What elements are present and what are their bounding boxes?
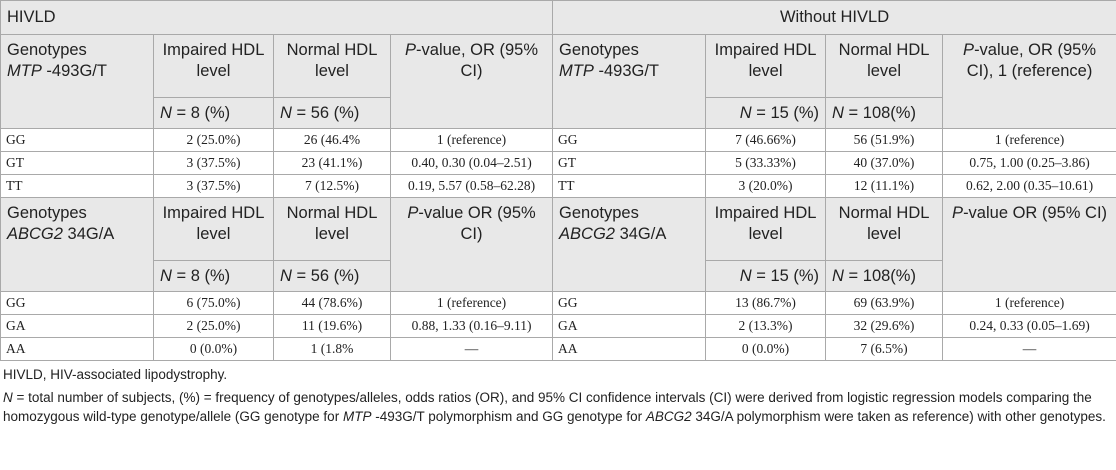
pvalue-cell: 0.88, 1.33 (0.16–9.11) xyxy=(389,314,554,338)
abbreviation-note: HIVLD, HIV-associated lipodystrophy. xyxy=(3,367,228,382)
normal-hdl-header: Normal HDL level xyxy=(273,197,391,261)
normal-cell: 23 (41.1%) xyxy=(273,151,391,175)
genotype-cell: GT xyxy=(552,151,707,175)
normal-cell: 7 (6.5%) xyxy=(825,337,944,361)
n-normal-header: N = 108(%) xyxy=(825,260,944,292)
group-header-hivld: HIVLD xyxy=(0,0,554,35)
normal-hdl-header: Normal HDL level xyxy=(273,34,391,98)
pvalue-cell: — xyxy=(389,337,554,361)
impaired-cell: 3 (20.0%) xyxy=(705,174,827,198)
pvalue-header: P-value, OR (95% CI) xyxy=(389,34,554,129)
pvalue-cell: 0.24, 0.33 (0.05–1.69) xyxy=(942,314,1116,338)
genotype-header: Genotypes ABCG2 34G/A xyxy=(552,197,707,292)
pvalue-cell: 0.40, 0.30 (0.04–2.51) xyxy=(389,151,554,175)
pvalue-cell: 1 (reference) xyxy=(942,291,1116,315)
normal-cell: 26 (46.4% xyxy=(273,128,391,152)
impaired-cell: 7 (46.66%) xyxy=(705,128,827,152)
impaired-cell: 6 (75.0%) xyxy=(153,291,274,315)
n-impaired-header: N = 15 (%) xyxy=(705,260,827,292)
normal-hdl-header: Normal HDL level xyxy=(825,197,944,261)
table-row: GG 6 (75.0%) 44 (78.6%) 1 (reference) GG… xyxy=(0,291,1116,315)
table-row: AA 0 (0.0%) 1 (1.8% — AA 0 (0.0%) 7 (6.5… xyxy=(0,337,1116,361)
pvalue-cell: 0.19, 5.57 (0.58–62.28) xyxy=(389,174,554,198)
pvalue-cell: 1 (reference) xyxy=(389,128,554,152)
normal-cell: 44 (78.6%) xyxy=(273,291,391,315)
normal-hdl-header: Normal HDL level xyxy=(825,34,944,98)
genotype-header: Genotypes MTP -493G/T xyxy=(552,34,707,129)
genotype-header: Genotypes MTP -493G/T xyxy=(0,34,154,129)
genotype-cell: TT xyxy=(552,174,707,198)
impaired-hdl-header: Impaired HDL level xyxy=(153,197,274,261)
n-normal-header: N = 56 (%) xyxy=(273,260,391,292)
normal-cell: 7 (12.5%) xyxy=(273,174,391,198)
normal-cell: 12 (11.1%) xyxy=(825,174,944,198)
impaired-cell: 3 (37.5%) xyxy=(153,174,274,198)
impaired-cell: 0 (0.0%) xyxy=(153,337,274,361)
pvalue-cell: — xyxy=(942,337,1116,361)
normal-cell: 56 (51.9%) xyxy=(825,128,944,152)
pvalue-cell: 1 (reference) xyxy=(389,291,554,315)
normal-cell: 1 (1.8% xyxy=(273,337,391,361)
normal-cell: 32 (29.6%) xyxy=(825,314,944,338)
n-impaired-header: N = 8 (%) xyxy=(153,260,274,292)
impaired-cell: 13 (86.7%) xyxy=(705,291,827,315)
impaired-cell: 2 (13.3%) xyxy=(705,314,827,338)
impaired-hdl-header: Impaired HDL level xyxy=(705,197,827,261)
impaired-cell: 0 (0.0%) xyxy=(705,337,827,361)
pvalue-header: P-value, OR (95% CI), 1 (reference) xyxy=(942,34,1116,129)
table-footnote: HIVLD, HIV-associated lipodystrophy. N =… xyxy=(0,361,1116,426)
impaired-hdl-header: Impaired HDL level xyxy=(153,34,274,98)
genotype-table: HIVLD Without HIVLD Genotypes MTP -493G/T… xyxy=(0,0,1116,361)
genotype-cell: GA xyxy=(0,314,154,338)
n-impaired-header: N = 8 (%) xyxy=(153,97,274,129)
pvalue-header: P-value OR (95% CI) xyxy=(389,197,554,292)
pvalue-cell: 0.75, 1.00 (0.25–3.86) xyxy=(942,151,1116,175)
table-row: GG 2 (25.0%) 26 (46.4% 1 (reference) GG … xyxy=(0,128,1116,152)
n-normal-header: N = 56 (%) xyxy=(273,97,391,129)
pvalue-cell: 1 (reference) xyxy=(942,128,1116,152)
genotype-cell: GT xyxy=(0,151,154,175)
normal-cell: 11 (19.6%) xyxy=(273,314,391,338)
n-normal-header: N = 108(%) xyxy=(825,97,944,129)
pvalue-cell: 0.62, 2.00 (0.35–10.61) xyxy=(942,174,1116,198)
table-row: TT 3 (37.5%) 7 (12.5%) 0.19, 5.57 (0.58–… xyxy=(0,174,1116,198)
normal-cell: 40 (37.0%) xyxy=(825,151,944,175)
genotype-cell: TT xyxy=(0,174,154,198)
genotype-cell: GG xyxy=(552,291,707,315)
n-impaired-header: N = 15 (%) xyxy=(705,97,827,129)
genotype-cell: AA xyxy=(0,337,154,361)
table-row: GT 3 (37.5%) 23 (41.1%) 0.40, 0.30 (0.04… xyxy=(0,151,1116,175)
impaired-cell: 5 (33.33%) xyxy=(705,151,827,175)
impaired-cell: 2 (25.0%) xyxy=(153,314,274,338)
normal-cell: 69 (63.9%) xyxy=(825,291,944,315)
table-row: GA 2 (25.0%) 11 (19.6%) 0.88, 1.33 (0.16… xyxy=(0,314,1116,338)
genotype-header: Genotypes ABCG2 34G/A xyxy=(0,197,154,292)
genotype-cell: GA xyxy=(552,314,707,338)
impaired-cell: 2 (25.0%) xyxy=(153,128,274,152)
impaired-hdl-header: Impaired HDL level xyxy=(705,34,827,98)
genotype-cell: GG xyxy=(0,128,154,152)
method-note: N = total number of subjects, (%) = freq… xyxy=(3,390,1106,424)
group-header-without-hivld: Without HIVLD xyxy=(552,0,1116,35)
genotype-cell: AA xyxy=(552,337,707,361)
pvalue-header: P-value OR (95% CI) xyxy=(942,197,1116,292)
genotype-cell: GG xyxy=(0,291,154,315)
genotype-cell: GG xyxy=(552,128,707,152)
impaired-cell: 3 (37.5%) xyxy=(153,151,274,175)
